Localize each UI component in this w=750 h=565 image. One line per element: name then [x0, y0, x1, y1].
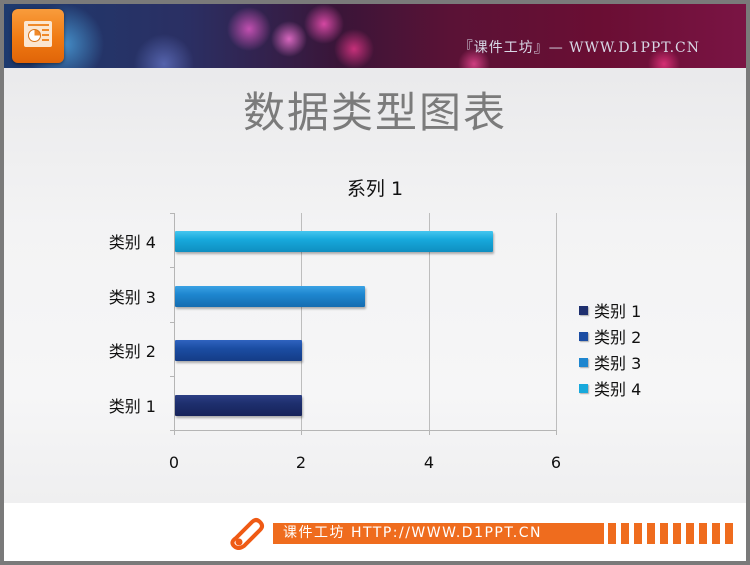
legend-swatch [579, 331, 588, 341]
category-label: 类别 1 [108, 397, 156, 416]
plot-area [170, 213, 557, 435]
legend-label: 类别 4 [594, 380, 642, 399]
bar-category-4 [175, 231, 493, 252]
header-banner: 『课件工坊』— WWW.D1PPT.CN [4, 4, 746, 68]
chart-legend: 类别 1 类别 2 类别 3 类别 4 [579, 297, 641, 401]
legend-label: 类别 1 [594, 302, 642, 321]
x-tick-label: 4 [423, 453, 435, 472]
powerpoint-icon [12, 9, 64, 63]
legend-swatch [579, 383, 588, 393]
x-tick-label: 2 [295, 453, 307, 472]
footer-site-link[interactable]: 课件工坊 HTTP://WWW.D1PPT.CN [273, 523, 604, 544]
footer-stripes [608, 523, 738, 544]
category-label: 类别 4 [108, 233, 156, 252]
x-tick-label: 6 [550, 453, 562, 472]
footer: 课件工坊 HTTP://WWW.D1PPT.CN [4, 503, 746, 561]
chart-title: 系列 1 [346, 178, 404, 200]
bar-category-3 [175, 286, 365, 307]
category-label: 类别 2 [108, 342, 156, 361]
x-axis [170, 430, 557, 431]
legend-item: 类别 3 [579, 349, 641, 375]
gridline [429, 213, 430, 431]
x-tick-label: 0 [168, 453, 180, 472]
bar-category-1 [175, 395, 302, 416]
y-axis [174, 213, 175, 431]
category-label: 类别 3 [108, 288, 156, 307]
pencil-icon [230, 518, 264, 550]
legend-item: 类别 1 [579, 297, 641, 323]
page-title: 数据类型图表 [242, 88, 507, 137]
bar-category-2 [175, 340, 302, 361]
gridline [301, 213, 302, 431]
legend-label: 类别 3 [594, 354, 642, 373]
banner-site-text: 『课件工坊』— WWW.D1PPT.CN [458, 40, 700, 56]
legend-swatch [579, 305, 588, 315]
legend-item: 类别 2 [579, 323, 641, 349]
gridline [556, 213, 557, 431]
legend-swatch [579, 357, 588, 367]
legend-item: 类别 4 [579, 375, 641, 401]
legend-label: 类别 2 [594, 328, 642, 347]
slide: 『课件工坊』— WWW.D1PPT.CN 数据类型图表 系列 1 类别 4 类别… [4, 4, 746, 561]
